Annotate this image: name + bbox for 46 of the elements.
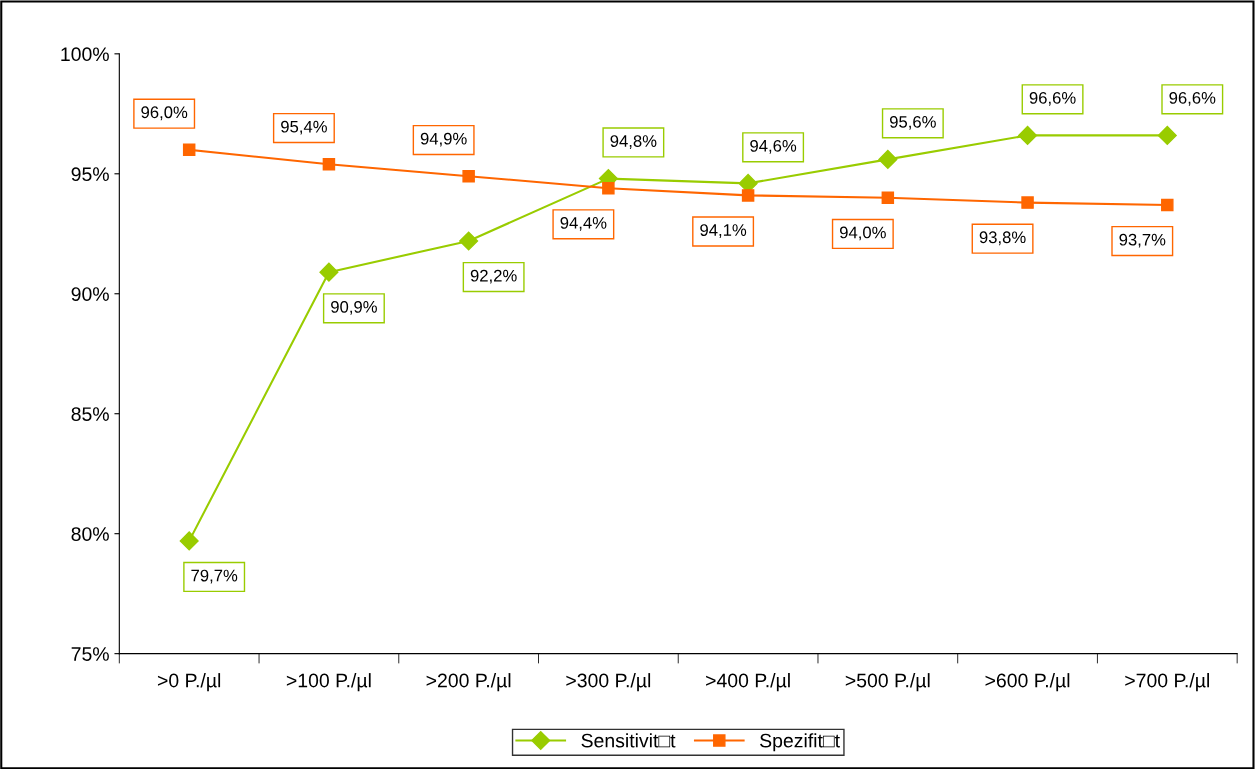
point: [462, 169, 475, 183]
point: [179, 531, 199, 551]
data-label: 93,7%: [1119, 233, 1166, 248]
legend-label: Sensitivit□t: [581, 733, 676, 748]
data-label: 94,0%: [839, 226, 886, 241]
data-label: 96,6%: [1029, 91, 1076, 106]
data-label: 96,0%: [141, 106, 188, 121]
data-label: 90,9%: [331, 300, 377, 315]
data-label: 94,8%: [610, 135, 657, 149]
point: [459, 231, 479, 251]
x-tick-label: >100 P./µl: [286, 673, 371, 692]
legend-label: Spezifit□t: [760, 733, 840, 752]
y-tick-label: 80%: [71, 527, 109, 541]
data-label: 95,6%: [889, 115, 936, 130]
x-tick-label: >500 P./µl: [845, 673, 930, 692]
point: [322, 157, 336, 171]
data-label: 94,1%: [700, 224, 747, 238]
point: [1157, 125, 1177, 145]
point: [881, 191, 895, 205]
x-tick-label: >300 P./µl: [566, 673, 651, 692]
y-tick-label: 85%: [71, 407, 109, 421]
data-label: 92,2%: [470, 269, 517, 284]
y-tick-label: 90%: [71, 287, 109, 301]
data-label: 96,6%: [1169, 91, 1216, 106]
point: [878, 149, 898, 169]
point: [1161, 198, 1174, 212]
point: [319, 262, 339, 282]
point: [741, 189, 755, 202]
data-label: 94,9%: [420, 132, 467, 147]
data-label: 94,6%: [750, 139, 797, 154]
point: [602, 181, 615, 195]
point: [182, 143, 196, 157]
y-tick-label: 95%: [71, 167, 109, 182]
x-tick-label: >600 P./µl: [985, 673, 1070, 692]
data-label: 93,8%: [979, 231, 1026, 246]
x-tick-label: >400 P./µl: [706, 673, 790, 692]
point: [1021, 196, 1034, 209]
data-label: 94,4%: [560, 216, 607, 231]
y-tick-label: 75%: [71, 647, 109, 661]
y-tick-label: 100%: [61, 47, 109, 62]
x-tick-label: >200 P./µl: [426, 673, 511, 692]
data-label: 95,4%: [281, 120, 327, 135]
data-label: 79,7%: [191, 569, 238, 584]
point: [1018, 125, 1038, 145]
x-tick-label: >700 P./µl: [1125, 673, 1209, 692]
x-tick-label: >0 P./µl: [157, 673, 221, 692]
